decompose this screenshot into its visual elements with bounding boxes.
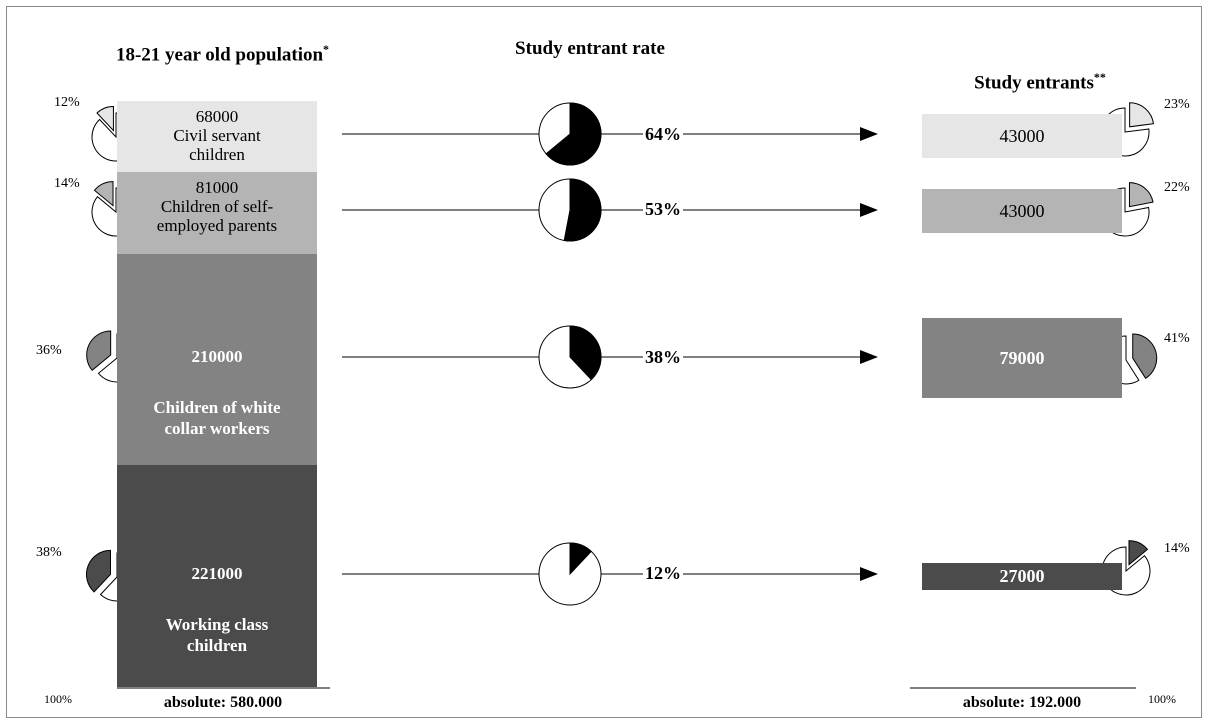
entrants-header: Study entrants** bbox=[900, 66, 1180, 94]
entrants-pie-self-slice bbox=[1128, 182, 1154, 208]
population-value-working: 221000 bbox=[191, 564, 243, 583]
population-value-civil: 68000 bbox=[195, 107, 239, 126]
entrant-rate-civil: 64% bbox=[643, 124, 683, 145]
population-pie-self-slice bbox=[93, 181, 114, 207]
group-label-working-line1: Working class bbox=[165, 615, 269, 634]
chart-frame bbox=[6, 6, 1202, 718]
entrant-rate-white: 38% bbox=[643, 347, 683, 368]
population-pie-working-slice bbox=[85, 549, 111, 593]
group-label-civil-line1: Civil servant bbox=[173, 126, 261, 145]
rate-pie-self-filled bbox=[563, 178, 602, 242]
entrants-pie-white-slice bbox=[1132, 333, 1158, 380]
population-segment-self: 81000 Children of self- employed parents bbox=[117, 172, 317, 254]
group-label-white-line2: collar workers bbox=[164, 419, 270, 438]
group-label-self-line1: Children of self- bbox=[160, 197, 274, 216]
population-share-civil: 12% bbox=[54, 95, 80, 110]
entrants-total-percent: 100% bbox=[1148, 692, 1176, 706]
entrants-footnote-mark: ** bbox=[1093, 70, 1106, 84]
entrants-bar-working: 27000 bbox=[922, 563, 1122, 590]
entrants-share-self: 22% bbox=[1164, 180, 1190, 195]
group-label-white-line1: Children of white bbox=[153, 398, 281, 417]
rate-header: Study entrant rate bbox=[515, 38, 665, 59]
population-share-working: 38% bbox=[36, 545, 62, 560]
population-segment-white: 210000 Children of white collar workers bbox=[117, 254, 317, 465]
arrow-head-self bbox=[860, 203, 878, 217]
population-segment-working: 221000 Working class children bbox=[117, 465, 317, 687]
group-label-civil-line2: children bbox=[189, 145, 245, 164]
population-pie-civil-slice bbox=[96, 105, 114, 132]
population-footnote-mark: * bbox=[323, 42, 330, 56]
arrow-head-working bbox=[860, 567, 878, 581]
rate-pie-white-filled bbox=[569, 325, 602, 381]
entrants-total: absolute: 192.000 bbox=[962, 694, 1082, 711]
entrant-rate-working: 12% bbox=[643, 563, 683, 584]
population-total-percent: 100% bbox=[44, 692, 72, 706]
population-share-self: 14% bbox=[54, 176, 80, 191]
entrant-rate-self: 53% bbox=[643, 199, 683, 220]
entrants-share-white: 41% bbox=[1164, 331, 1190, 346]
entrants-bar-white: 79000 bbox=[922, 318, 1122, 398]
population-header-text: 18-21 year old population bbox=[115, 44, 324, 66]
group-label-self-line2: employed parents bbox=[156, 216, 278, 235]
entrants-bar-civil: 43000 bbox=[922, 114, 1122, 158]
population-share-white: 36% bbox=[36, 343, 62, 358]
rate-pie-civil-filled bbox=[545, 102, 602, 166]
group-label-working-line2: children bbox=[186, 636, 248, 655]
population-header: 18-21 year old population* bbox=[110, 38, 335, 66]
arrow-head-white bbox=[860, 350, 878, 364]
arrow-head-civil bbox=[860, 127, 878, 141]
entrants-bar-self: 43000 bbox=[922, 189, 1122, 233]
population-segment-civil: 68000 Civil servant children bbox=[117, 101, 317, 172]
rate-pie-working-filled bbox=[569, 542, 592, 576]
population-value-self: 81000 bbox=[195, 178, 239, 197]
entrants-header-text: Study entrants bbox=[974, 72, 1094, 94]
population-pie-white-slice bbox=[86, 330, 112, 372]
entrants-pie-civil-slice bbox=[1129, 102, 1154, 128]
population-value-white: 210000 bbox=[191, 347, 243, 366]
entrants-share-civil: 23% bbox=[1164, 97, 1190, 112]
population-total: absolute: 580.000 bbox=[163, 694, 283, 711]
entrants-share-working: 14% bbox=[1164, 541, 1190, 556]
entrants-pie-working-slice bbox=[1128, 540, 1149, 566]
